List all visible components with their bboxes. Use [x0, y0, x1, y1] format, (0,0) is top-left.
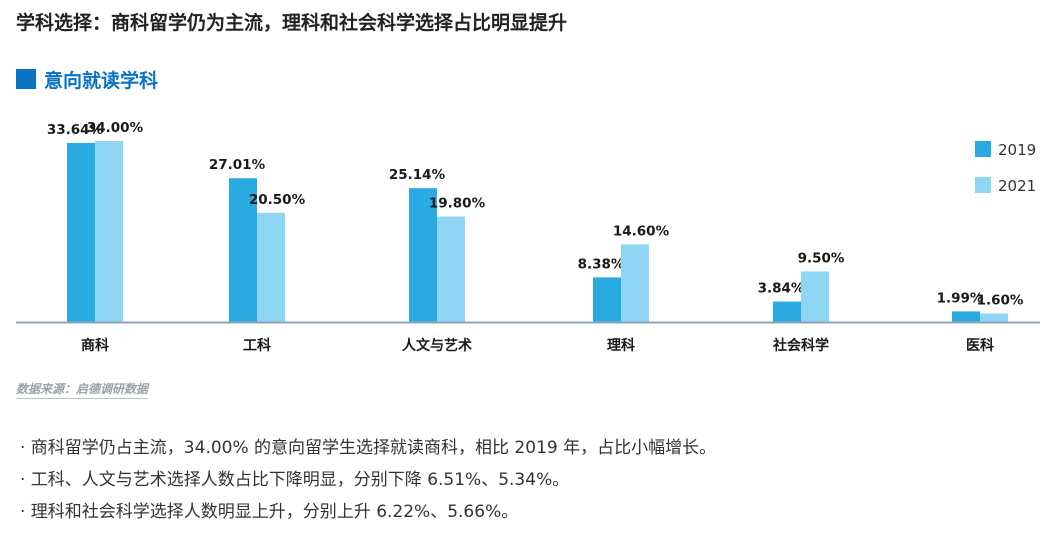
data-label: 34.00% — [87, 120, 144, 136]
bar-2019 — [409, 188, 437, 322]
page-title: 学科选择：商科留学仍为主流，理科和社会科学选择占比明显提升 — [16, 12, 568, 34]
note-item: · 理科和社会科学选择人数明显上升，分别上升 6.22%、5.66%。 — [20, 502, 519, 522]
notes-list: · 商科留学仍占主流，34.00% 的意向留学生选择就读商科，相比 2019 年… — [20, 432, 716, 528]
data-label: 27.01% — [209, 157, 266, 173]
bar-2021 — [95, 141, 123, 322]
data-label: 9.50% — [798, 250, 845, 266]
section-marker-icon — [16, 69, 36, 89]
source-note: 数据来源：启德调研数据 — [16, 380, 149, 399]
data-label: 20.50% — [249, 192, 306, 208]
data-label: 1.60% — [977, 292, 1024, 308]
bar-chart: 33.64%34.00% 商科 27.01% 20.50% 工科 25.14% 19.80%… — [16, 120, 1040, 354]
bar-2021 — [801, 271, 829, 322]
data-label: 1.99% — [937, 290, 984, 306]
data-label: 8.38% — [578, 256, 625, 272]
note-item: · 商科留学仍占主流，34.00% 的意向留学生选择就读商科，相比 2019 年… — [20, 438, 717, 458]
data-label: 14.60% — [613, 223, 670, 239]
bar-2021 — [257, 212, 285, 322]
category-label: 医科 — [966, 337, 994, 354]
data-label: 33.64% — [47, 122, 104, 138]
legend-swatch — [975, 141, 991, 157]
legend-label: 2021 — [998, 177, 1036, 195]
bar-2019 — [952, 311, 980, 322]
bar-2019 — [773, 301, 801, 322]
bar-2019 — [593, 277, 621, 322]
legend-label: 2019 — [998, 141, 1036, 159]
category-label: 理科 — [607, 337, 635, 354]
bar-2021 — [621, 244, 649, 322]
data-label: 25.14% — [389, 167, 446, 183]
section-title: 意向就读学科 — [44, 70, 159, 92]
category-label: 社会科学 — [772, 337, 829, 354]
category-label: 商科 — [81, 337, 109, 354]
data-label: 19.80% — [429, 196, 486, 212]
bar-2019 — [67, 142, 95, 322]
legend-swatch — [975, 177, 991, 193]
bar-2021 — [980, 313, 1008, 322]
category-label: 人文与艺术 — [402, 337, 472, 354]
bar-2019 — [229, 178, 257, 322]
bar-2021 — [437, 216, 465, 322]
category-label: 工科 — [243, 337, 271, 354]
note-item: · 工科、人文与艺术选择人数占比下降明显，分别下降 6.51%、5.34%。 — [20, 470, 570, 490]
data-label: 3.84% — [758, 281, 805, 297]
